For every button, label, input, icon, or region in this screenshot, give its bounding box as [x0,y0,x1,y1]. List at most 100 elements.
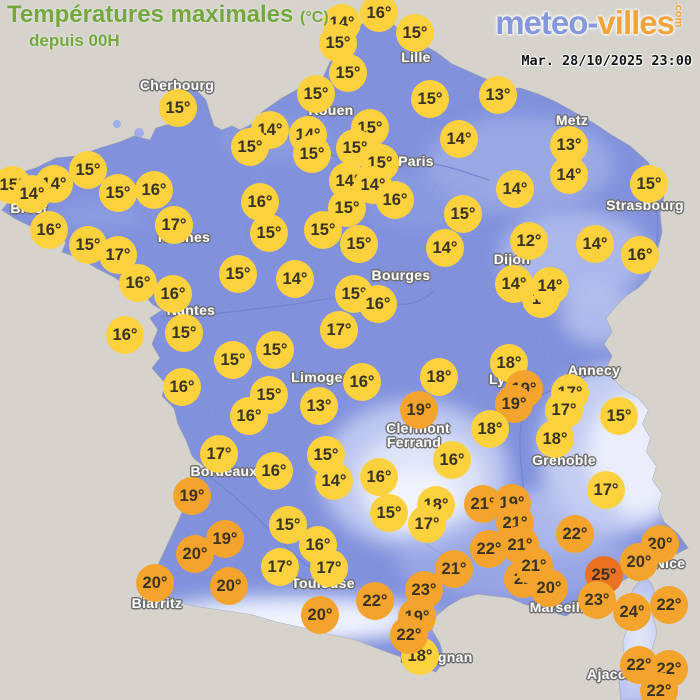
temp-bubble: 14° [496,170,534,208]
temp-bubble: 14° [315,462,353,500]
temp-bubble: 20° [176,535,214,573]
temp-bubble: 16° [230,397,268,435]
temp-bubble: 14° [426,229,464,267]
temp-bubble: 16° [154,275,192,313]
temp-bubble: 17° [408,505,446,543]
title-unit: (°C) [300,9,329,26]
temp-bubble: 15° [396,14,434,52]
temp-bubble: 17° [200,435,238,473]
temp-bubble: 16° [343,363,381,401]
temp-bubble: 15° [250,214,288,252]
temp-bubble: 15° [69,151,107,189]
temp-bubble: 16° [135,171,173,209]
temp-bubble: 14° [13,175,51,213]
temp-bubble: 15° [219,255,257,293]
temp-bubble: 16° [359,285,397,323]
logo-part-orange: villes [597,4,675,41]
temp-bubble: 15° [370,494,408,532]
temp-bubble: 20° [136,564,174,602]
temp-bubble: 22° [650,586,688,624]
temp-bubble: 15° [630,165,668,203]
city-label: Bourges [371,267,431,283]
temp-bubble: 15° [159,89,197,127]
temp-bubble: 16° [360,458,398,496]
city-label: Annecy [567,362,621,378]
temp-bubble: 15° [329,54,367,92]
temp-bubble: 14° [576,225,614,263]
temp-bubble: 13° [479,76,517,114]
temp-bubble: 15° [297,75,335,113]
temp-bubble: 22° [470,530,508,568]
temp-bubble: 19° [173,477,211,515]
city-label: Cherbourg [139,77,215,93]
temp-bubble: 17° [320,311,358,349]
temp-bubble: 20° [210,567,248,605]
temp-bubble: 15° [165,314,203,352]
temp-bubble: 15° [340,225,378,263]
temp-bubble: 12° [510,222,548,260]
temp-bubble: 22° [356,582,394,620]
temp-bubble: 19° [495,385,533,423]
temp-bubble: 23° [578,581,616,619]
temp-bubble: 16° [621,236,659,274]
temp-bubble: 16° [106,316,144,354]
temp-bubble: 13° [300,387,338,425]
temp-bubble: 19° [400,391,438,429]
temp-bubble: 14° [440,120,478,158]
temp-bubble: 16° [163,368,201,406]
temp-bubble: 19° [206,520,244,558]
city-label: Lille [401,49,431,65]
temp-bubble: 14° [276,260,314,298]
temp-bubble: 22° [390,616,428,654]
temp-bubble: 16° [433,441,471,479]
city-label: Limoges [291,369,351,385]
temp-bubble: 24° [613,593,651,631]
temp-bubble: 14° [550,156,588,194]
temp-bubble: 15° [336,129,374,167]
title-text: Températures maximales [7,1,294,28]
temp-bubble: 15° [231,128,269,166]
temp-bubble: 18° [536,420,574,458]
temp-bubble: 17° [155,206,193,244]
meteo-villes-logo: meteo-villes .com [495,2,684,41]
temp-bubble: 22° [556,515,594,553]
temp-bubble: 16° [119,264,157,302]
temp-bubble: 20° [530,569,568,607]
temp-bubble: 14° [495,265,533,303]
temp-bubble: 15° [214,341,252,379]
temp-bubble: 16° [376,181,414,219]
city-label: Strasbourg [606,197,684,213]
temp-bubble: 20° [301,596,339,634]
temp-bubble: 17° [587,471,625,509]
temp-bubble: 17° [261,548,299,586]
temp-bubble: 15° [600,397,638,435]
logo-tld: .com [672,1,685,28]
temp-bubble: 15° [99,174,137,212]
timestamp: Mar. 28/10/2025 23:00 [521,53,692,69]
temp-bubble: 18° [471,410,509,448]
temp-bubble: 15° [256,331,294,369]
temp-bubble: 15° [444,195,482,233]
page-subtitle: depuis 00H [29,31,120,51]
temp-bubble: 18° [420,358,458,396]
temp-bubble: 17° [310,549,348,587]
temp-bubble: 15° [250,376,288,414]
temp-bubble: 14° [531,267,569,305]
temp-bubble: 15° [411,80,449,118]
page-title: Températures maximales (°C) [7,1,329,28]
temp-bubble: 20° [620,543,658,581]
temp-bubble: 16° [360,0,398,32]
city-label: Ferrand [386,434,442,450]
city-label: Paris [398,153,434,169]
city-label: Metz [555,112,589,128]
temp-bubble: 22° [640,672,678,700]
temp-bubble: 15° [304,211,342,249]
temp-bubble: 15° [293,135,331,173]
temp-bubble: 16° [30,211,68,249]
temp-bubble: 17° [99,236,137,274]
title-block: Températures maximales (°C) depuis 00H [7,1,329,51]
temp-bubble: 16° [255,452,293,490]
logo-part-blue: meteo- [495,4,598,41]
